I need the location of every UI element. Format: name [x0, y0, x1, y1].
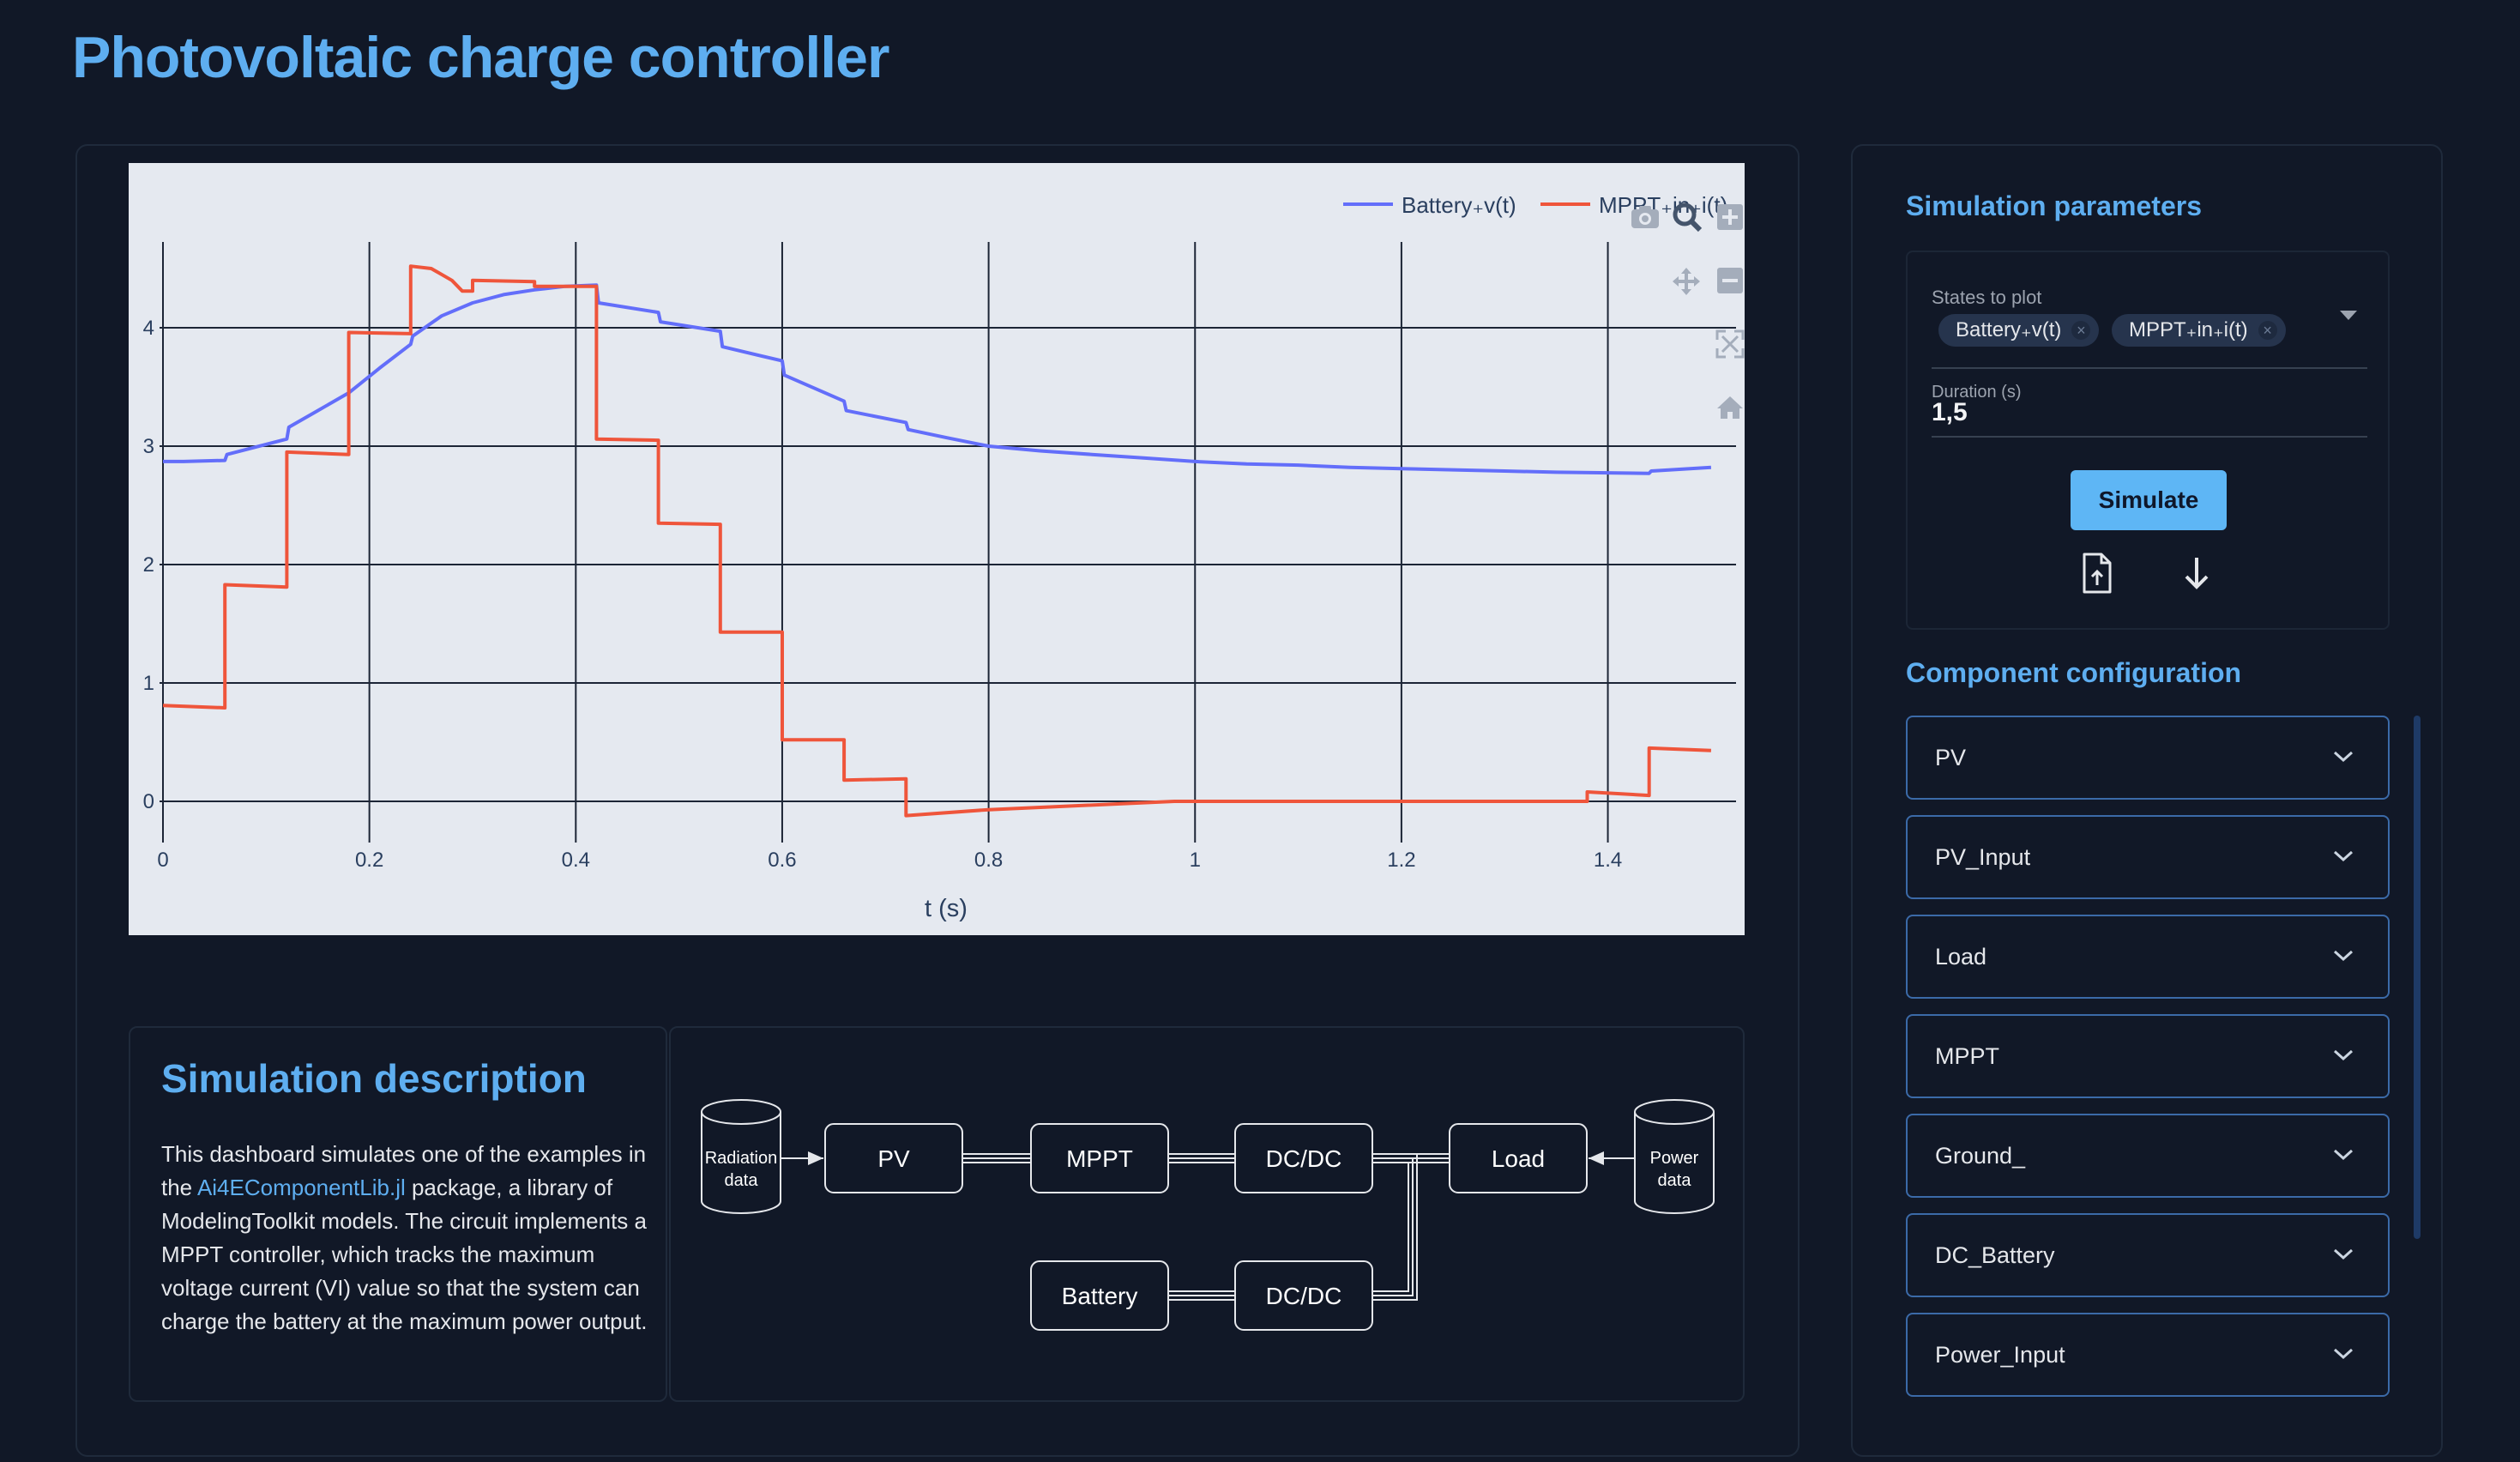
x-tick-label: 1.2	[1387, 849, 1415, 872]
chip-remove-icon[interactable]: ×	[2071, 321, 2091, 340]
y-tick-label: 2	[143, 553, 154, 577]
component-item-label: Ground_	[1935, 1143, 2026, 1169]
x-tick-label: 0.8	[974, 849, 1003, 872]
component-item-dc-battery[interactable]: DC_Battery	[1906, 1213, 2390, 1297]
page-title: Photovoltaic charge controller	[72, 25, 889, 90]
x-tick-label: 0	[157, 849, 168, 872]
ai4e-component-lib-link[interactable]: Ai4EComponentLib.jl	[196, 1175, 406, 1200]
power-label-2: data	[1658, 1171, 1692, 1190]
file-upload-icon[interactable]	[2076, 551, 2119, 597]
y-tick-label: 1	[143, 672, 154, 695]
pan-icon[interactable]	[1673, 268, 1700, 295]
x-tick-label: 1.4	[1594, 849, 1622, 872]
circuit-diagram-card: Radiation data PV MPPT DC/DC Load Power …	[669, 1026, 1745, 1402]
battery-label: Battery	[1062, 1283, 1138, 1309]
state-chip-battery[interactable]: Battery₊v(t) ×	[1938, 314, 2100, 347]
zoom-out-icon[interactable]	[1717, 268, 1743, 293]
radiation-label-1: Radiation	[705, 1149, 778, 1168]
radiation-label-2: data	[725, 1171, 759, 1190]
x-tick-label: 0.4	[562, 849, 590, 872]
chevron-down-icon	[2333, 1049, 2354, 1061]
chevron-down-icon	[2333, 1248, 2354, 1260]
duration-input[interactable]: 1,5	[1932, 398, 1968, 426]
description-text-part: This dashboard simulates one of the exam…	[161, 1141, 647, 1200]
x-tick-label: 0.2	[355, 849, 383, 872]
modebar[interactable]	[1631, 202, 1745, 419]
component-list-scrollbar[interactable]	[2414, 716, 2421, 1239]
states-underline	[1932, 367, 2367, 369]
component-item-mppt[interactable]: MPPT	[1906, 1014, 2390, 1098]
line-chart[interactable]: 0 0.2 0.4 0.6 0.8 1 1.2 1.4 0 1 2 3 4 t (s) Battery₊…	[129, 163, 1745, 935]
states-label: States to plot	[1932, 287, 2042, 308]
component-item-ground[interactable]: Ground_	[1906, 1114, 2390, 1198]
simulate-button[interactable]: Simulate	[2071, 470, 2227, 530]
description-text-part: package, a library of ModelingToolkit mo…	[161, 1175, 648, 1334]
component-item-label: PV	[1935, 745, 1967, 770]
y-tick-label: 0	[143, 790, 154, 813]
power-data-node	[1634, 1099, 1715, 1214]
x-tick-label: 1	[1190, 849, 1201, 872]
simulation-parameters-box: States to plot Battery₊v(t) × MPPT₊in₊i(…	[1906, 251, 2390, 630]
component-item-power-input[interactable]: Power_Input	[1906, 1313, 2390, 1397]
load-node	[1449, 1123, 1588, 1193]
zoom-in-icon[interactable]	[1717, 204, 1743, 230]
component-item-label: MPPT	[1935, 1043, 2000, 1069]
zoom-icon[interactable]	[1673, 202, 1703, 233]
component-item-load[interactable]: Load	[1906, 915, 2390, 999]
mppt-label: MPPT	[1066, 1145, 1133, 1172]
radiation-data-node	[701, 1099, 781, 1214]
power-label-1: Power	[1650, 1149, 1699, 1168]
circuit-diagram: Radiation data PV MPPT DC/DC Load Power …	[701, 1099, 1715, 1331]
pv-label: PV	[877, 1145, 910, 1172]
chevron-down-icon	[2333, 751, 2354, 763]
camera-icon[interactable]	[1631, 206, 1659, 228]
chevron-down-icon	[2333, 950, 2354, 962]
chevron-down-icon	[2333, 850, 2354, 862]
component-list[interactable]: PV PV_Input Load MPPT Ground_ DC_Battery…	[1906, 716, 2421, 1462]
legend[interactable]: Battery₊v(t) MPPT₊in₊i(t)	[1343, 192, 1727, 218]
component-item-pv[interactable]: PV	[1906, 716, 2390, 800]
plot-area[interactable]: 0 0.2 0.4 0.6 0.8 1 1.2 1.4 0 1 2 3 4 t (s) Battery₊…	[129, 163, 1745, 935]
home-icon[interactable]	[1717, 396, 1743, 419]
chevron-down-icon	[2333, 1348, 2354, 1360]
duration-underline	[1932, 436, 2367, 438]
x-tick-label: 0.6	[768, 849, 796, 872]
simulation-parameters-title: Simulation parameters	[1906, 190, 2202, 221]
side-panel: Simulation parameters States to plot Bat…	[1851, 144, 2443, 1457]
arrow-down-icon[interactable]	[2175, 551, 2218, 597]
component-item-label: PV_Input	[1935, 844, 2031, 870]
simulation-description-card: Simulation description This dashboard si…	[129, 1026, 667, 1402]
duration-label: Duration (s)	[1932, 383, 2022, 402]
component-configuration-title: Component configuration	[1906, 657, 2242, 688]
load-label: Load	[1492, 1145, 1545, 1172]
component-item-label: Load	[1935, 944, 1987, 970]
description-title: Simulation description	[161, 1056, 587, 1101]
dropdown-arrow-icon[interactable]	[2340, 311, 2357, 320]
x-axis-label: t (s)	[925, 895, 968, 922]
autoscale-icon[interactable]	[1715, 329, 1745, 359]
state-chip-mppt[interactable]: MPPT₊in₊i(t) ×	[2112, 314, 2286, 347]
series-line-battery[interactable]	[163, 283, 1712, 475]
description-text: This dashboard simulates one of the exam…	[161, 1138, 650, 1338]
legend-label-mppt[interactable]: MPPT₊in₊i(t)	[1599, 192, 1727, 218]
component-item-label: Power_Input	[1935, 1342, 2065, 1368]
y-tick-label: 4	[143, 317, 154, 340]
component-item-label: DC_Battery	[1935, 1242, 2055, 1268]
chip-remove-icon[interactable]: ×	[2258, 321, 2277, 340]
legend-label-battery[interactable]: Battery₊v(t)	[1402, 192, 1516, 218]
dcdc-top-label: DC/DC	[1266, 1145, 1342, 1172]
component-item-pv-input[interactable]: PV_Input	[1906, 815, 2390, 899]
dcdc-bottom-label: DC/DC	[1266, 1283, 1342, 1309]
state-chip-label: Battery₊v(t)	[1956, 318, 2062, 341]
state-chip-label: MPPT₊in₊i(t)	[2129, 318, 2248, 341]
chevron-down-icon	[2333, 1149, 2354, 1161]
y-tick-label: 3	[143, 435, 154, 458]
series-line-mppt[interactable]	[162, 264, 1711, 818]
